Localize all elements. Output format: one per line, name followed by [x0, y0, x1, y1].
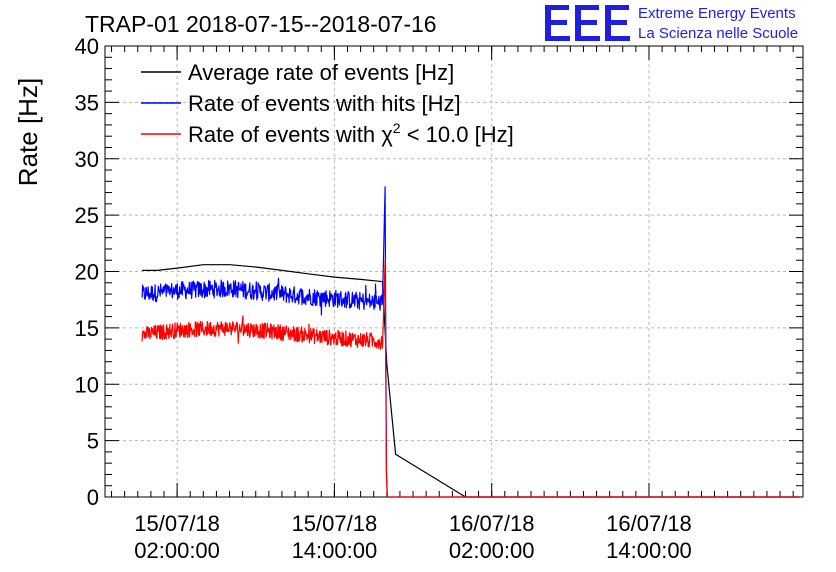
y-axis-title: Rate [Hz]: [13, 78, 43, 186]
y-tick-label: 25: [75, 203, 99, 228]
y-tick-label: 30: [75, 147, 99, 172]
y-tick-label: 0: [87, 485, 99, 510]
x-tick-label-time: 02:00:00: [449, 538, 535, 563]
grid-lines: [105, 46, 803, 497]
series-line-1: [142, 264, 800, 498]
series-line-2: [141, 186, 800, 498]
y-tick-label: 15: [75, 316, 99, 341]
y-tick-label: 40: [75, 34, 99, 59]
y-tick-label: 5: [87, 429, 99, 454]
legend-label: Average rate of events [Hz]: [188, 60, 454, 85]
chart-title: TRAP-01 2018-07-15--2018-07-16: [85, 11, 437, 37]
legend-label: Rate of events with hits [Hz]: [188, 91, 461, 116]
x-tick-label-time: 02:00:00: [134, 538, 220, 563]
logo-line-1: Extreme Energy Events: [638, 5, 796, 22]
eee-logo-mark: [545, 5, 630, 41]
series-group: [141, 186, 800, 498]
x-tick-label-date: 16/07/18: [449, 511, 535, 536]
x-tick-label-time: 14:00:00: [606, 538, 692, 563]
eee-logo: Extreme Energy Events La Scienza nelle S…: [545, 5, 798, 42]
x-axis: 15/07/1802:00:0015/07/1814:00:0016/07/18…: [111, 46, 794, 563]
y-tick-label: 35: [75, 90, 99, 115]
logo-line-2: La Scienza nelle Scuole: [638, 25, 798, 42]
x-tick-label-date: 16/07/18: [606, 511, 692, 536]
series-line-3: [141, 259, 800, 498]
x-tick-label-date: 15/07/18: [134, 511, 220, 536]
y-axis: 0 5 10 15 20 25 30 35 40: [75, 34, 803, 510]
x-tick-label-time: 14:00:00: [292, 538, 378, 563]
y-tick-label: 10: [75, 372, 99, 397]
y-tick-label: 20: [75, 260, 99, 285]
x-tick-label-date: 15/07/18: [292, 511, 378, 536]
legend-label: Rate of events with χ2 < 10.0 [Hz]: [188, 120, 514, 147]
legend: Average rate of events [Hz] Rate of event…: [141, 60, 514, 147]
